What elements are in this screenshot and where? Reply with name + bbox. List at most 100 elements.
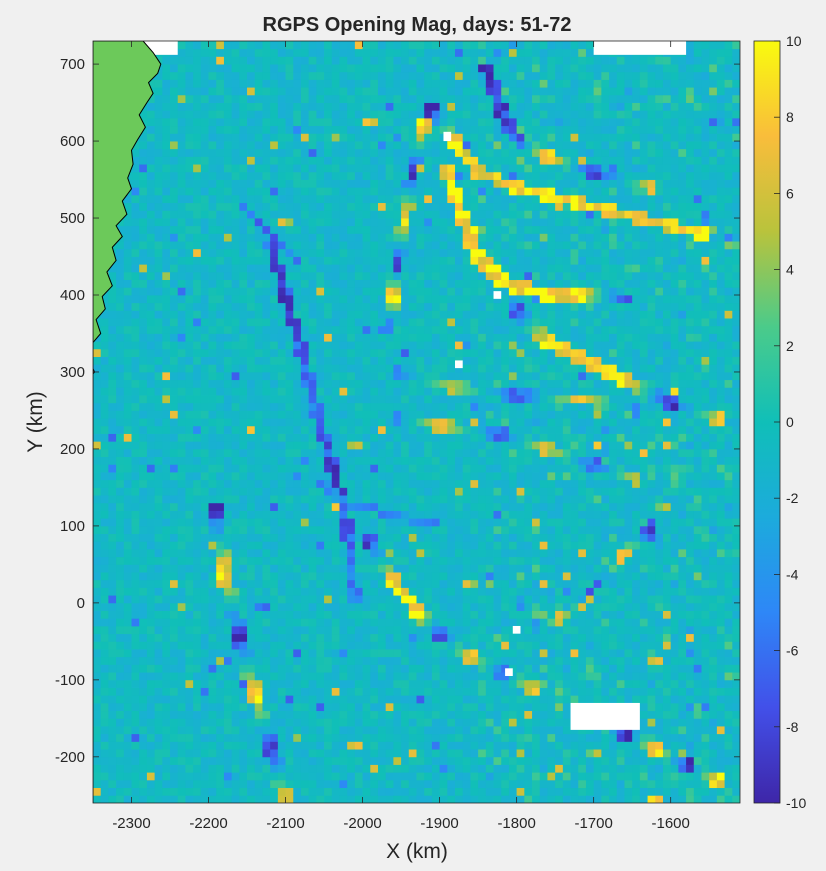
heatmap-cell <box>300 679 310 688</box>
heatmap-cell <box>216 356 225 365</box>
heatmap-cell <box>300 125 310 134</box>
heatmap-cell <box>377 117 387 127</box>
heatmap-cell <box>200 125 209 134</box>
heatmap-cell <box>401 733 410 742</box>
heatmap-cell <box>162 579 171 588</box>
heatmap-cell <box>316 479 325 488</box>
heatmap-cell <box>416 64 425 73</box>
heatmap-cell <box>362 41 371 50</box>
heatmap-cell <box>277 318 286 327</box>
heatmap-cell <box>424 210 433 219</box>
heatmap-cell <box>177 264 186 273</box>
heatmap-cell <box>362 333 371 342</box>
heatmap-cell <box>270 41 279 50</box>
heatmap-cell <box>277 156 286 165</box>
heatmap-cell <box>100 664 109 673</box>
heatmap-cell <box>208 302 217 311</box>
heatmap-cell <box>293 702 302 712</box>
heatmap-cell <box>200 287 209 296</box>
heatmap-cell <box>216 125 225 134</box>
heatmap-cell <box>408 525 417 535</box>
heatmap-cell <box>254 218 263 227</box>
heatmap-cell <box>231 518 240 527</box>
heatmap-cell <box>408 248 417 257</box>
heatmap-cell <box>162 687 171 696</box>
heatmap-cell <box>408 425 417 434</box>
heatmap-cell <box>385 117 394 127</box>
heatmap-cell <box>154 710 163 719</box>
heatmap-cell <box>401 64 410 73</box>
heatmap-cell <box>200 625 209 635</box>
heatmap-cell <box>370 649 379 658</box>
heatmap-cell <box>277 387 286 396</box>
heatmap-cell <box>285 279 294 288</box>
heatmap-cell <box>316 41 325 50</box>
heatmap-cell <box>455 379 464 388</box>
heatmap-cell <box>262 649 271 658</box>
heatmap-cell <box>370 441 379 450</box>
heatmap-cell <box>208 233 217 242</box>
heatmap-cell <box>293 664 302 673</box>
heatmap-cell <box>93 410 102 419</box>
heatmap-cell <box>185 433 194 442</box>
heatmap-cell <box>170 733 179 742</box>
heatmap-cell <box>408 279 417 288</box>
heatmap-cell <box>270 210 279 219</box>
heatmap-cell <box>439 495 448 504</box>
heatmap-cell <box>154 202 163 211</box>
heatmap-cell <box>177 479 186 488</box>
heatmap-cell <box>331 702 340 712</box>
heatmap-cell <box>154 649 163 658</box>
heatmap-cell <box>377 649 387 658</box>
heatmap-cell <box>293 225 302 234</box>
heatmap-cell <box>170 148 179 157</box>
heatmap-cell <box>277 502 286 511</box>
heatmap-cell <box>408 56 417 65</box>
heatmap-cell <box>439 549 448 558</box>
heatmap-cell <box>270 756 279 765</box>
heatmap-cell <box>362 572 371 581</box>
heatmap-cell <box>247 618 256 627</box>
heatmap-cell <box>270 633 279 642</box>
heatmap-cell <box>431 549 440 558</box>
heatmap-cell <box>131 341 140 350</box>
heatmap-cell <box>270 518 279 527</box>
heatmap-cell <box>316 733 325 742</box>
heatmap-cell <box>447 433 456 442</box>
heatmap-cell <box>185 495 194 504</box>
heatmap-cell <box>285 656 294 665</box>
heatmap-cell <box>439 41 448 50</box>
heatmap-cell <box>408 718 417 727</box>
heatmap-cell <box>385 125 394 134</box>
heatmap-cell <box>231 387 240 396</box>
heatmap-cell <box>393 48 402 57</box>
heatmap-cell <box>324 48 333 57</box>
heatmap-cell <box>439 795 448 803</box>
heatmap-cell <box>447 110 456 119</box>
heatmap-cell <box>324 156 333 165</box>
heatmap-cell <box>424 117 433 127</box>
heatmap-cell <box>200 587 209 596</box>
heatmap-cell <box>254 579 263 588</box>
heatmap-cell <box>139 741 148 750</box>
heatmap-cell <box>347 187 356 196</box>
heatmap-cell <box>401 110 410 119</box>
heatmap-cell <box>347 726 356 735</box>
heatmap-cell <box>200 271 209 281</box>
heatmap-cell <box>470 117 479 127</box>
heatmap-cell <box>231 156 240 165</box>
heatmap-cell <box>200 402 209 411</box>
heatmap-cell <box>478 587 487 596</box>
heatmap-cell <box>447 695 456 704</box>
heatmap-cell <box>100 472 109 481</box>
heatmap-cell <box>154 256 163 265</box>
heatmap-cell <box>431 271 440 281</box>
heatmap-cell <box>324 441 333 450</box>
heatmap-cell <box>223 371 233 381</box>
heatmap-cell <box>185 194 194 204</box>
heatmap-cell <box>170 425 179 434</box>
heatmap-cell <box>262 733 271 742</box>
heatmap-cell <box>154 264 163 273</box>
heatmap-cell <box>308 141 317 150</box>
heatmap-cell <box>277 210 286 219</box>
